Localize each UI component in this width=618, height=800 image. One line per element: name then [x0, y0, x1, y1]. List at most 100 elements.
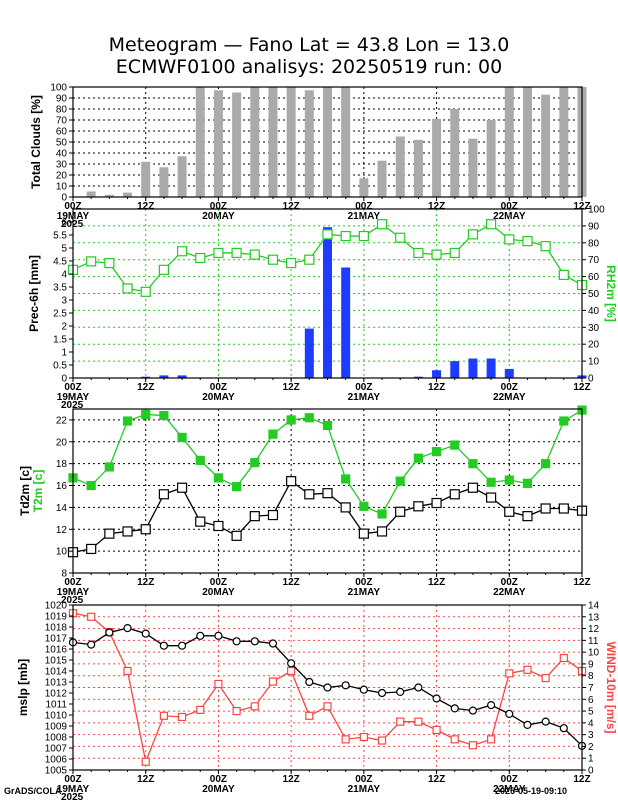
td2m-marker [376, 526, 388, 537]
td2m-marker [304, 489, 315, 500]
wind-y-tick-label: 12 [588, 624, 600, 635]
wind-marker [268, 677, 278, 686]
mslp-marker [432, 694, 441, 703]
cloud-bar [541, 94, 551, 197]
cloud-bar [450, 109, 460, 197]
cloud-bar [213, 90, 223, 197]
wind-marker [450, 735, 459, 744]
td2m-marker [86, 543, 97, 555]
x-tick-label: 12Z [137, 382, 154, 393]
mslp-y-tick-label: 1014 [45, 667, 68, 678]
cloud-bar [123, 192, 133, 197]
td2m-marker [158, 489, 169, 500]
rh-marker [140, 286, 151, 297]
t2m-marker [341, 474, 351, 484]
cloud-bar [177, 156, 187, 197]
cloud-y-tick-label: 70 [56, 116, 68, 127]
cloud-bar [304, 90, 314, 197]
x-date-label: 20MAY [202, 587, 235, 598]
cloud-bar [86, 191, 96, 197]
t2m-marker [159, 410, 169, 421]
t2m-marker [286, 415, 296, 425]
mslp-marker [287, 659, 296, 668]
mslp-marker [159, 641, 168, 650]
footer-timestamp: 2025-05-19-09:10 [495, 786, 568, 796]
precip-y-tick-label: 4 [61, 270, 67, 281]
rh-marker [522, 236, 533, 247]
wind-y-tick-label: 0 [588, 766, 594, 777]
td2m-marker [322, 488, 333, 499]
precip-y-tick-label: 1 [61, 348, 67, 359]
x-tick-label: 12Z [283, 382, 300, 393]
x-tick-label: 00Z [64, 382, 81, 393]
wind-marker [123, 666, 132, 676]
x-date-label: 20MAY [202, 211, 235, 222]
mslp-y-tick-label: 1012 [45, 689, 68, 700]
rh-y-tick-label: 20 [588, 340, 600, 351]
cloud-bar [413, 139, 423, 197]
x-tick-label: 00Z [501, 774, 518, 785]
mslp-marker [414, 683, 423, 692]
precip-bar [504, 368, 514, 378]
mslp-marker [559, 724, 568, 733]
mslp-y-tick-label: 1005 [45, 766, 68, 777]
td2m-marker [431, 497, 442, 509]
t2m-marker [268, 429, 278, 439]
rh-marker [231, 247, 242, 259]
rh-marker [86, 256, 97, 267]
cloud-bar [395, 136, 405, 197]
x-date-label: 19MAY [57, 392, 90, 403]
td2m-marker [540, 503, 551, 514]
mslp-marker [505, 709, 514, 719]
mslp-marker [468, 706, 478, 715]
mslp-marker [196, 631, 205, 640]
t2m-marker [213, 473, 224, 483]
t2m-y-label: T2m [c] [31, 470, 45, 513]
x-tick-label: 00Z [64, 774, 81, 785]
rh-marker [449, 247, 460, 259]
t2m-marker [522, 478, 533, 488]
wind-marker [541, 673, 550, 683]
x-tick-label: 00Z [355, 201, 372, 212]
x-date-label: 22MAY [493, 784, 526, 795]
rh-marker [540, 241, 551, 252]
x-date-label: 21MAY [348, 784, 381, 795]
mslp-marker [177, 641, 187, 650]
cloud-y-tick-label: 0 [61, 193, 67, 204]
wind-y-tick-label: 3 [588, 730, 594, 741]
rh-y-tick-label: 50 [588, 289, 600, 300]
precip-y-tick-label: 5.5 [53, 231, 67, 242]
mslp-marker [323, 683, 332, 692]
wind-marker [432, 725, 441, 735]
wind-y-tick-label: 6 [588, 695, 594, 706]
rh-y-tick-label: 70 [588, 255, 600, 266]
rh-y-tick-label: 10 [588, 357, 600, 368]
cloud-y-label: Total Clouds [%] [29, 95, 43, 189]
mslp-marker [105, 628, 114, 637]
cloud-bar [141, 161, 151, 197]
wind-marker [341, 735, 350, 744]
cloud-y-tick-label: 50 [56, 138, 68, 149]
t2m-marker [86, 480, 96, 491]
mslp-marker [141, 629, 150, 638]
x-tick-label: 12Z [573, 577, 590, 588]
x-tick-label: 00Z [210, 774, 227, 785]
x-tick-label: 00Z [355, 577, 372, 588]
cloud-y-tick-label: 20 [56, 171, 68, 182]
x-tick-label: 12Z [428, 201, 445, 212]
x-tick-label: 12Z [428, 382, 445, 393]
t2m-marker [104, 462, 114, 472]
precip-bar [141, 376, 151, 378]
td2m-marker [504, 506, 515, 517]
rh-marker [413, 247, 424, 259]
rh-marker [395, 232, 406, 243]
x-tick-label: 00Z [501, 201, 518, 212]
wind-marker [159, 711, 168, 720]
cloud-bar [268, 87, 278, 197]
wind-y-tick-label: 10 [588, 648, 600, 659]
rh-y-label: RH2m [%] [604, 265, 618, 322]
cloud-bar [341, 87, 351, 197]
cloud-y-tick-label: 80 [56, 105, 68, 116]
precip-y-tick-label: 5 [61, 244, 67, 255]
wind-y-tick-label: 5 [588, 707, 594, 718]
